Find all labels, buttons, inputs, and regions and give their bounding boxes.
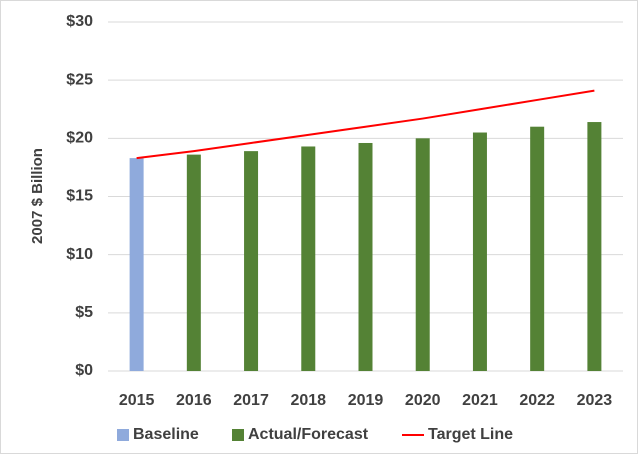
legend-label: Baseline: [133, 426, 199, 443]
bar: [358, 142, 373, 371]
y-tick-label: $15: [66, 188, 93, 205]
x-tick-label: 2016: [176, 392, 212, 409]
y-tick-label: $30: [66, 13, 93, 30]
legend-swatch: [232, 429, 244, 441]
bar: [186, 154, 201, 371]
bar: [530, 126, 545, 371]
y-tick-label: $20: [66, 130, 93, 147]
x-tick-label: 2021: [462, 392, 498, 409]
x-tick-label: 2017: [233, 392, 269, 409]
y-tick-label: $25: [66, 71, 93, 88]
bar: [129, 158, 144, 371]
y-tick-label: $5: [75, 304, 93, 321]
bar: [301, 146, 316, 371]
x-tick-label: 2023: [577, 392, 613, 409]
x-tick-label: 2022: [519, 392, 555, 409]
x-tick-label: 2019: [348, 392, 384, 409]
y-tick-label: $10: [66, 246, 93, 263]
legend-label: Actual/Forecast: [248, 426, 369, 443]
legend-swatch: [117, 429, 129, 441]
target-line: [136, 89, 595, 160]
y-tick-label: $0: [75, 362, 93, 379]
y-axis-label: 2007 $ Billion: [29, 148, 46, 244]
bar: [472, 132, 487, 371]
bar: [244, 151, 259, 371]
x-tick-label: 2020: [405, 392, 441, 409]
legend-label: Target Line: [428, 426, 513, 443]
x-tick-label: 2015: [119, 392, 155, 409]
x-tick-label: 2018: [290, 392, 326, 409]
bar: [587, 122, 602, 372]
bar: [415, 138, 430, 371]
